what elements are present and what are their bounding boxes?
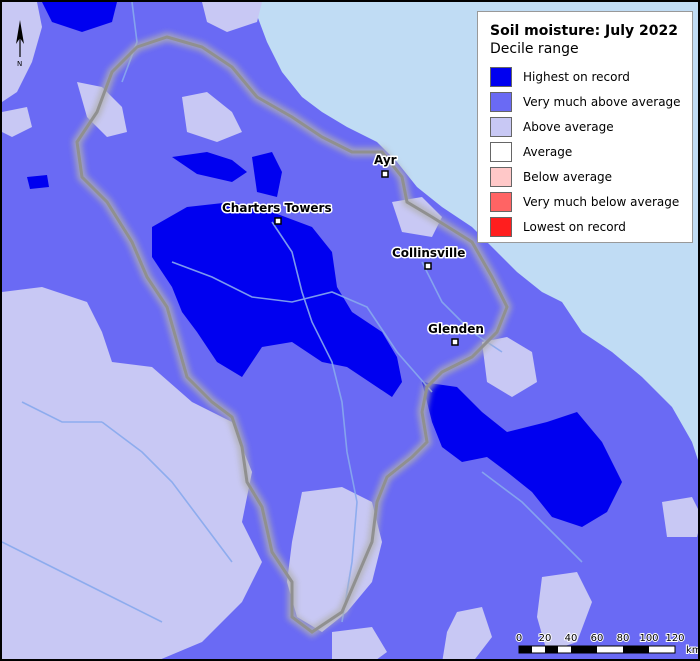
town-charters-towers: Charters Towers — [221, 200, 333, 225]
scale-bar: 0 20 40 60 80 100 120 km — [515, 632, 700, 657]
legend-swatch — [490, 166, 512, 187]
legend-swatch — [490, 116, 512, 137]
town-marker — [274, 217, 282, 225]
legend: Soil moisture: July 2022 Decile range Hi… — [477, 11, 693, 243]
legend-swatch — [490, 216, 512, 237]
legend-swatch — [490, 141, 512, 162]
legend-label: Very much below average — [523, 194, 680, 209]
town-label: Charters Towers — [222, 201, 332, 215]
town-label: Collinsville — [392, 246, 465, 260]
legend-label: Very much above average — [523, 94, 681, 109]
legend-swatch — [490, 191, 512, 212]
legend-title: Soil moisture: July 2022 — [490, 23, 678, 39]
scale-tick: 120 — [665, 633, 684, 644]
scale-tick: 100 — [639, 633, 658, 644]
north-arrow-icon — [16, 20, 24, 44]
legend-item-above-average: Above average — [490, 114, 680, 139]
legend-item-lowest-on-record: Lowest on record — [490, 214, 680, 239]
scale-tick: 40 — [565, 633, 578, 644]
catchment-border — [75, 35, 509, 634]
legend-item-highest-on-record: Highest on record — [490, 64, 680, 89]
legend-swatch — [490, 66, 512, 87]
legend-subtitle: Decile range — [490, 41, 579, 57]
scale-unit: km — [686, 645, 700, 656]
legend-label: Below average — [523, 169, 613, 184]
town-marker — [381, 170, 389, 178]
scale-tick: 80 — [617, 633, 630, 644]
town-glenden: Glenden — [427, 321, 485, 346]
legend-label: Lowest on record — [523, 219, 626, 234]
town-collinsville: Collinsville — [391, 245, 467, 270]
legend-item-very-much-below-average: Very much below average — [490, 189, 680, 214]
north-arrow: N — [16, 20, 24, 68]
scale-tick: 60 — [591, 633, 604, 644]
legend-item-below-average: Below average — [490, 164, 680, 189]
legend-label: Highest on record — [523, 69, 630, 84]
north-label: N — [17, 60, 22, 68]
town-marker — [424, 262, 432, 270]
legend-swatch — [490, 91, 512, 112]
legend-label: Average — [523, 144, 573, 159]
town-label: Ayr — [374, 153, 397, 167]
legend-label: Above average — [523, 119, 614, 134]
scale-tick: 20 — [539, 633, 552, 644]
legend-item-average: Average — [490, 139, 680, 164]
scale-tick: 0 — [516, 633, 522, 644]
town-ayr: Ayr — [373, 152, 398, 178]
town-marker — [451, 338, 459, 346]
town-label: Glenden — [428, 322, 484, 336]
legend-item-very-much-above-average: Very much above average — [490, 89, 681, 114]
